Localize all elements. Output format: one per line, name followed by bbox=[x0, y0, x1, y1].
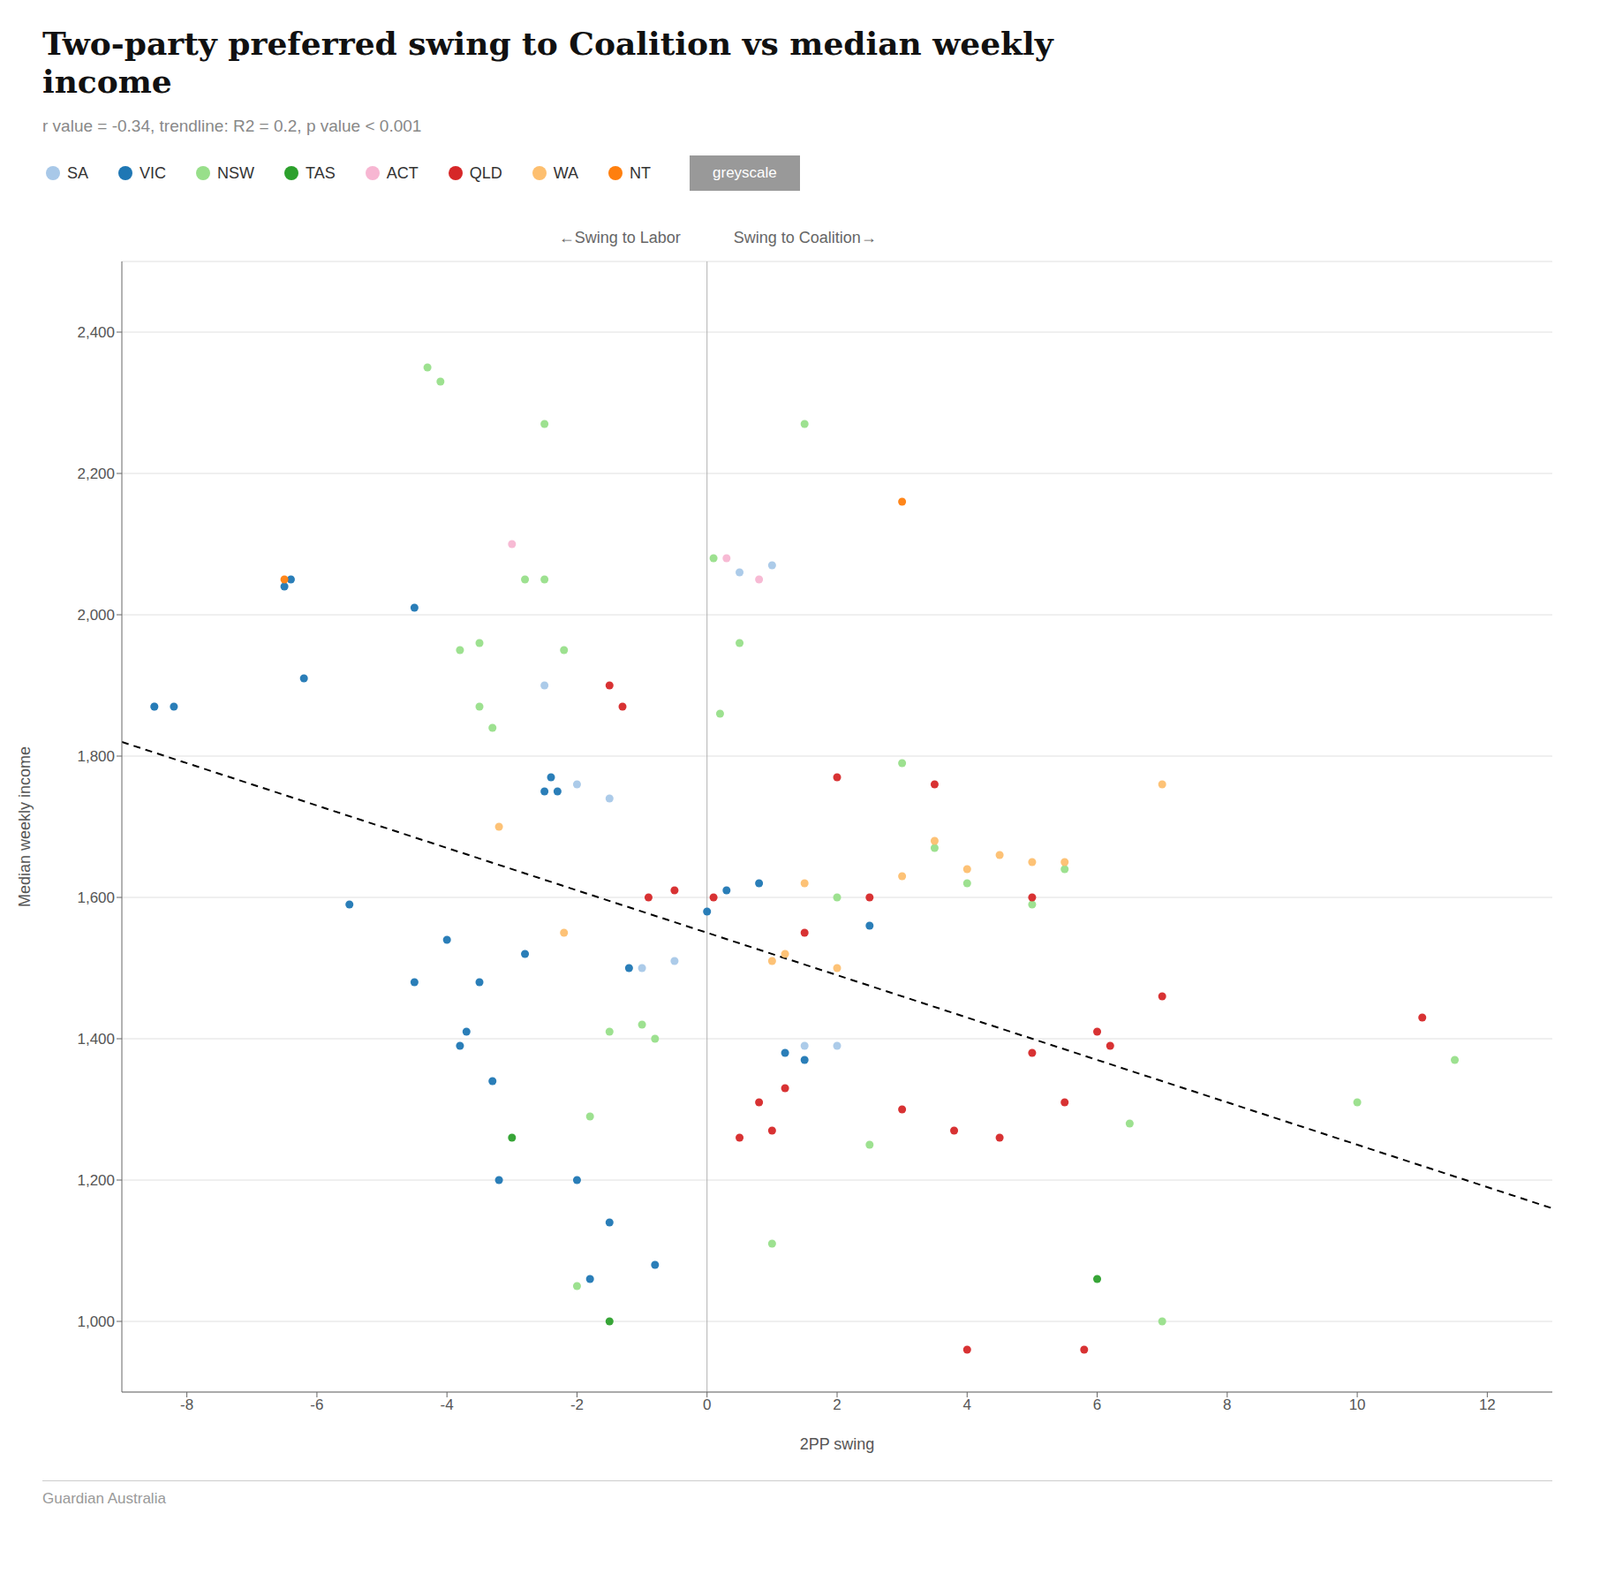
svg-text:10: 10 bbox=[1349, 1396, 1367, 1413]
svg-text:1,400: 1,400 bbox=[76, 1030, 115, 1048]
svg-text:-2: -2 bbox=[570, 1396, 584, 1413]
svg-text:8: 8 bbox=[1222, 1396, 1231, 1413]
svg-text:12: 12 bbox=[1479, 1396, 1496, 1413]
svg-text:-4: -4 bbox=[440, 1396, 454, 1413]
svg-text:4: 4 bbox=[963, 1396, 972, 1413]
svg-text:Median weekly income: Median weekly income bbox=[15, 746, 34, 907]
svg-text:6: 6 bbox=[1093, 1396, 1102, 1413]
html-text:SA: SA bbox=[67, 164, 89, 182]
svg-text:1,000: 1,000 bbox=[76, 1313, 115, 1330]
svg-text:2,400: 2,400 bbox=[76, 324, 115, 341]
svg-text:2: 2 bbox=[832, 1396, 841, 1413]
svg-text:-6: -6 bbox=[309, 1396, 324, 1413]
html-text:Swing to Coalition→: Swing to Coalition→ bbox=[733, 229, 877, 247]
svg-text:1,200: 1,200 bbox=[76, 1171, 115, 1189]
svg-text:2PP swing: 2PP swing bbox=[800, 1434, 876, 1453]
svg-text:0: 0 bbox=[702, 1396, 711, 1413]
html-text:NSW: NSW bbox=[217, 164, 255, 182]
svg-text:2,000: 2,000 bbox=[76, 606, 115, 624]
html-text:greyscale: greyscale bbox=[712, 164, 777, 182]
svg-text:-8: -8 bbox=[180, 1396, 194, 1413]
html-text:r value = -0.34, trendline: R2: r value = -0.34, trendline: R2 = 0.2, p … bbox=[42, 116, 422, 136]
html-text:←Swing to Labor: ←Swing to Labor bbox=[558, 229, 681, 247]
html-text:NT: NT bbox=[629, 164, 651, 182]
html-text:TAS: TAS bbox=[305, 164, 336, 182]
html-text:Two-party preferred swing to C: Two-party preferred swing to Coalition v… bbox=[42, 24, 1054, 100]
svg-text:1,800: 1,800 bbox=[76, 747, 115, 765]
html-text:ACT: ACT bbox=[386, 164, 419, 182]
html-text:QLD: QLD bbox=[469, 164, 503, 182]
svg-text:1,600: 1,600 bbox=[76, 889, 115, 906]
svg-text:2,200: 2,200 bbox=[76, 465, 115, 483]
html-text:Guardian Australia: Guardian Australia bbox=[42, 1489, 166, 1507]
html-text:VIC: VIC bbox=[139, 164, 167, 182]
html-text:WA: WA bbox=[553, 164, 579, 182]
